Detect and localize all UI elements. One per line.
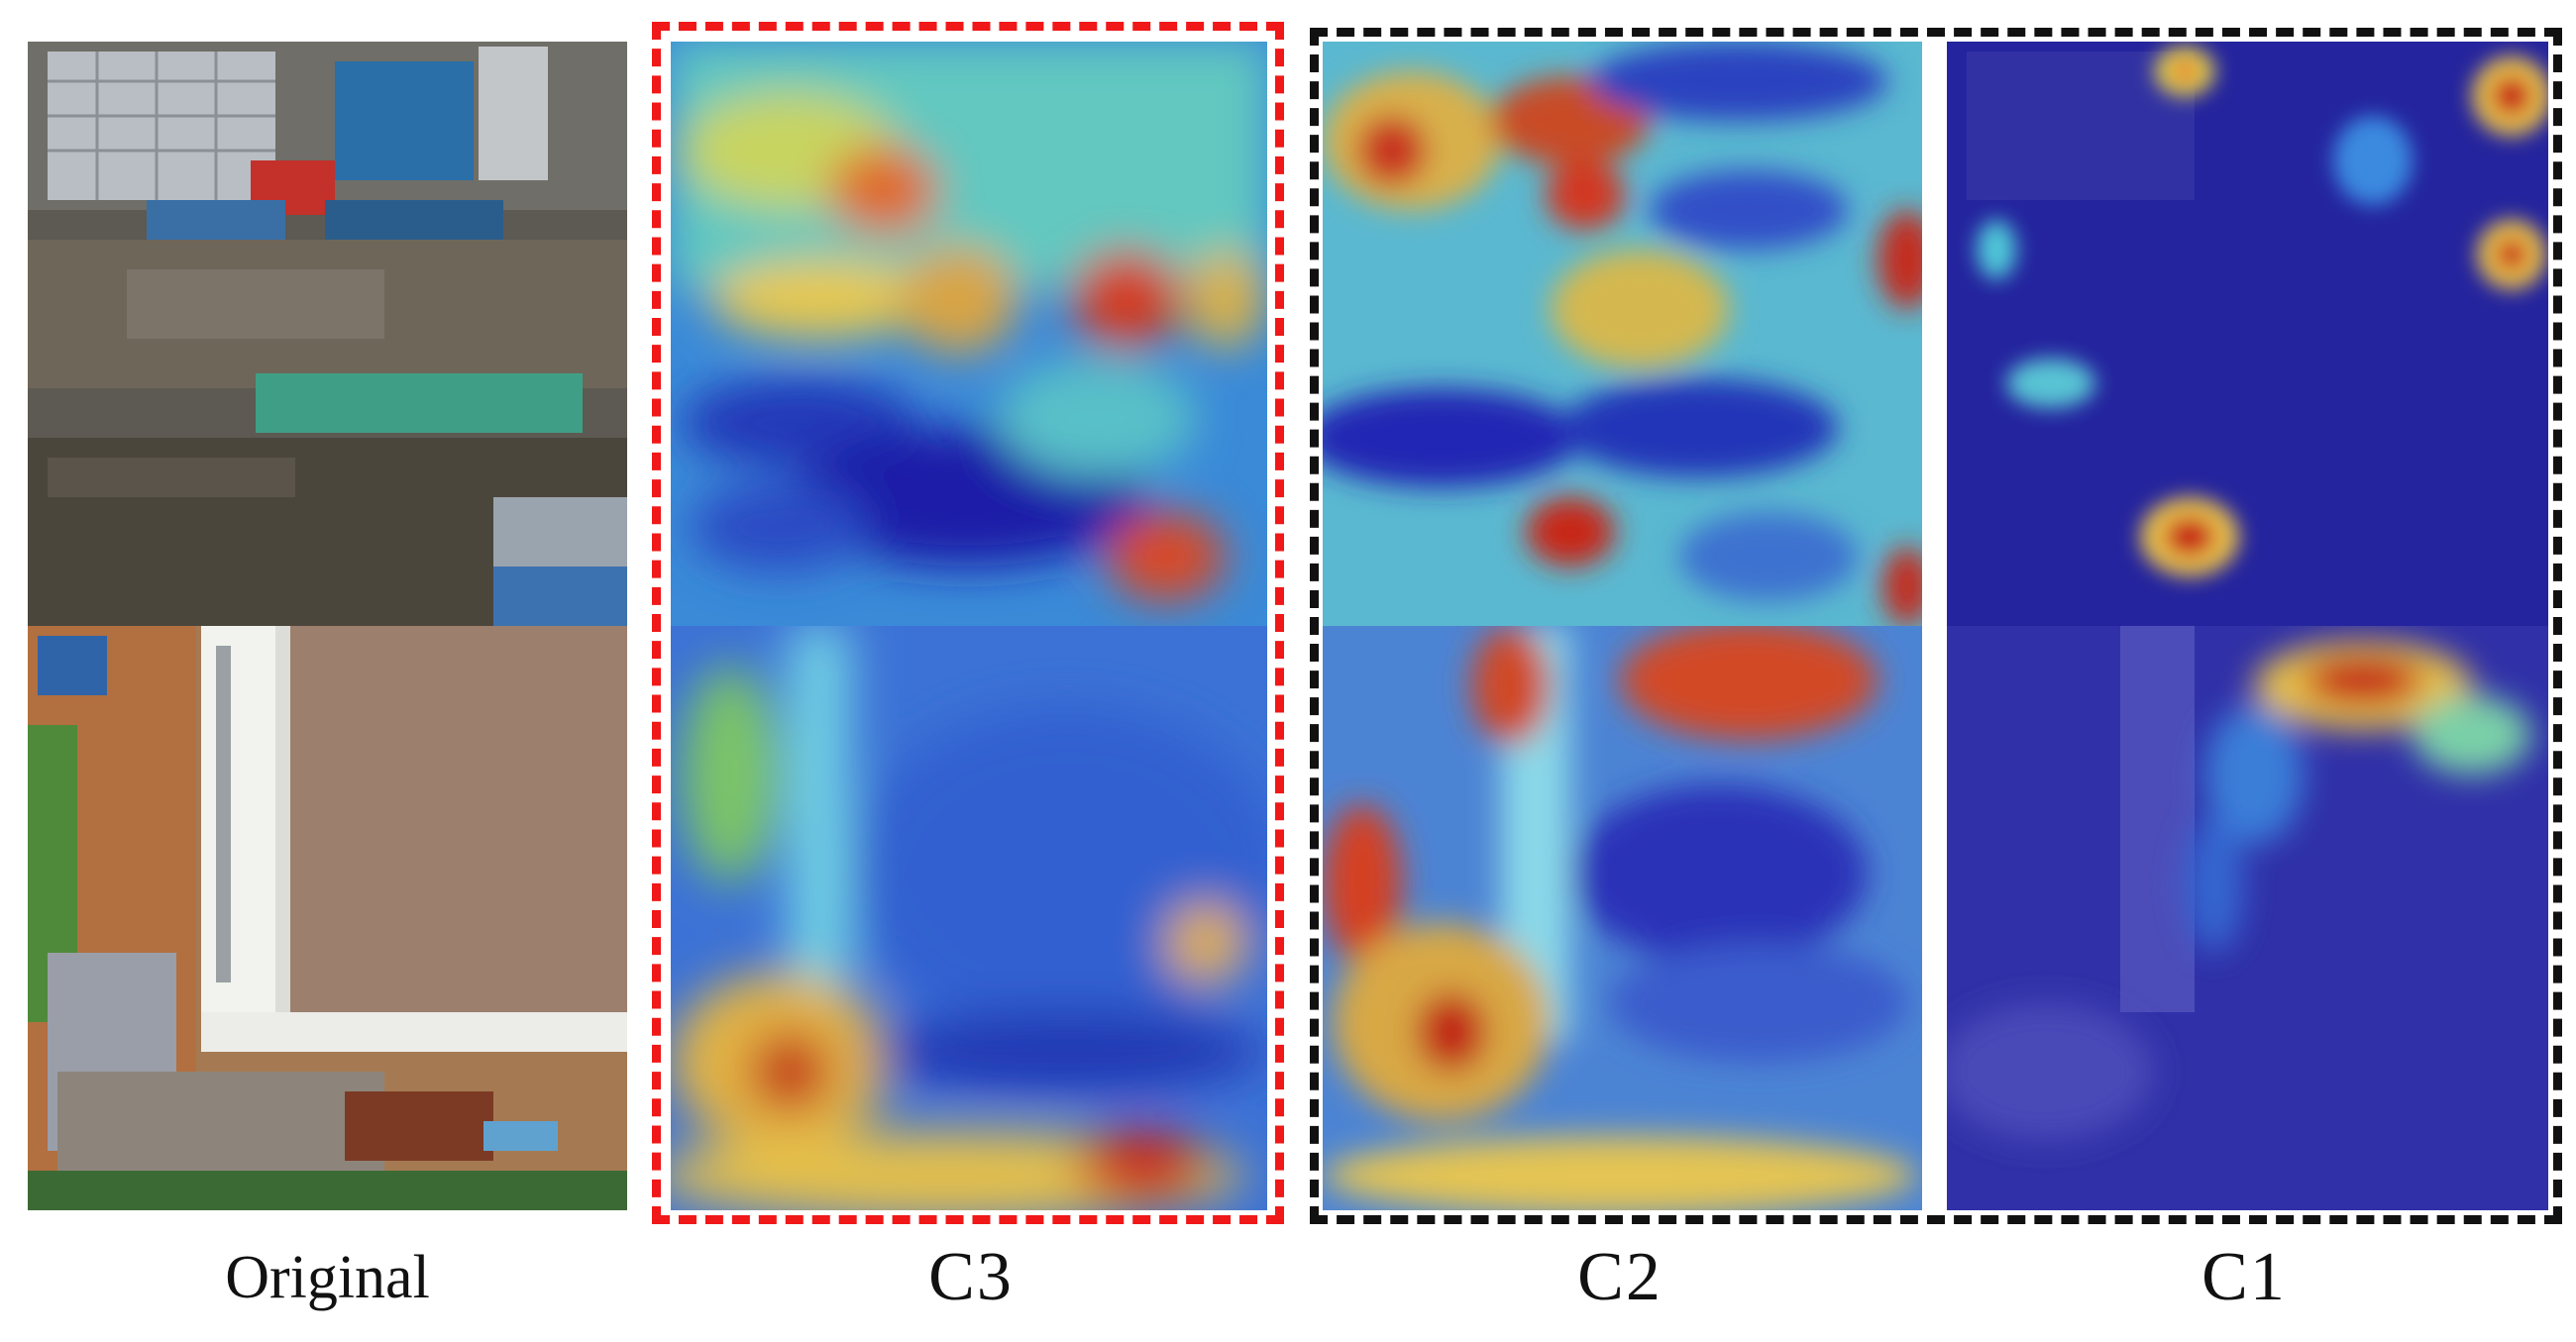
c1-c2-group-frame xyxy=(1310,28,2562,1224)
caption-original: Original xyxy=(225,1244,430,1311)
c1-bottom-heatmap xyxy=(1947,626,2548,1210)
original-bottom-image xyxy=(28,626,627,1210)
c3-highlight-frame xyxy=(652,22,1284,1224)
c3-bottom-heatmap xyxy=(671,626,1267,1210)
c1-top-heatmap xyxy=(1947,42,2548,626)
c3-top-heatmap xyxy=(671,42,1267,626)
c2-top-heatmap xyxy=(1323,42,1922,626)
original-top-image xyxy=(28,42,627,626)
caption-c2: C2 xyxy=(1577,1239,1663,1315)
caption-c3: C3 xyxy=(928,1239,1014,1315)
caption-c1: C1 xyxy=(2201,1239,2287,1315)
c2-bottom-heatmap xyxy=(1323,626,1922,1210)
